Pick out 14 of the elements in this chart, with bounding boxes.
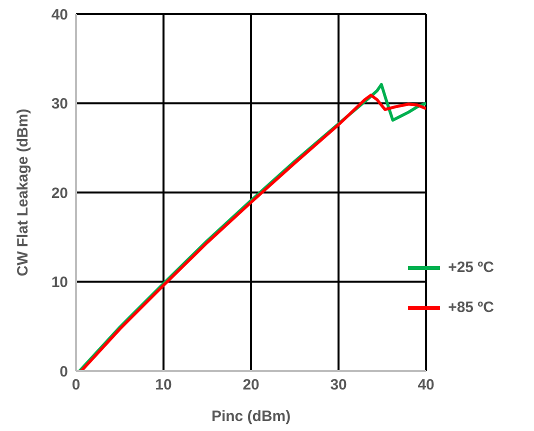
legend-label: +85 ºC [448,299,494,316]
x-tick-label: 40 [418,376,434,394]
y-tick-label: 0 [60,363,68,380]
y-axis-title: CW Flat Leakage (dBm) [14,108,32,276]
x-tick-label: 20 [242,376,260,394]
x-tick-label: 0 [72,376,80,394]
x-axis-title: Pinc (dBm) [211,408,291,425]
x-tick-label: 10 [155,376,172,394]
x-tick-label: 30 [330,376,347,394]
y-tick-label: 10 [51,274,68,292]
y-tick-label: 20 [51,184,68,202]
y-tick-label: 30 [51,96,68,113]
legend-label: +25 ºC [448,259,494,276]
y-tick-label: 40 [51,6,68,24]
